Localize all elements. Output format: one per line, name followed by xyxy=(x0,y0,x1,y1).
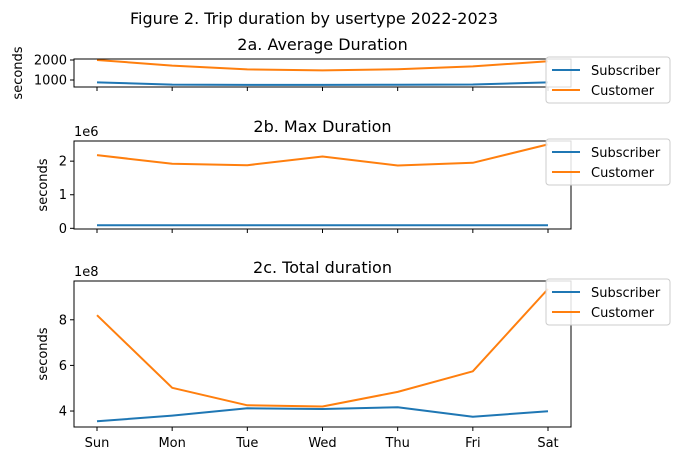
chart-3-xtick-label: Fri xyxy=(465,436,481,451)
chart-2-ytick-label: 0 xyxy=(59,222,67,237)
chart-3-line-customer xyxy=(96,288,549,408)
figure-title: Figure 2. Trip duration by usertype 2022… xyxy=(130,9,498,28)
chart-3-ytick-label: 6 xyxy=(59,359,67,374)
chart-3-ytick-label: 8 xyxy=(59,313,67,328)
chart-3-legend-label-customer: Customer xyxy=(591,306,655,321)
chart-3-line-subscriber xyxy=(96,406,549,423)
chart-3-legend xyxy=(545,278,671,326)
chart-3-offset-label: 1e8 xyxy=(74,265,99,280)
chart-3-axes-frame xyxy=(73,280,572,428)
chart-2-offset-label: 1e6 xyxy=(74,125,99,140)
chart-3-title: 2c. Total duration xyxy=(253,258,392,277)
chart-3-xtick-label: Wed xyxy=(308,436,336,451)
chart-3-xtick-label: Mon xyxy=(158,436,185,451)
chart-1-title: 2a. Average Duration xyxy=(237,35,407,54)
chart-3-xtick-label: Tue xyxy=(235,436,258,451)
chart-1-legend-label-customer: Customer xyxy=(591,84,655,99)
chart-1-legend-label-subscriber: Subscriber xyxy=(591,64,661,79)
chart-2-ytick-label: 2 xyxy=(59,155,67,170)
chart-1-line-subscriber xyxy=(96,81,549,86)
chart-3-xtick-label: Sat xyxy=(537,436,558,451)
chart-2-ylabel: seconds xyxy=(36,158,51,211)
chart-2-legend xyxy=(545,138,671,186)
chart-1-ylabel: seconds xyxy=(11,46,26,99)
chart-3-xtick-label: Sun xyxy=(85,436,110,451)
chart-2-legend-label-customer: Customer xyxy=(591,166,655,181)
chart-2-title: 2b. Max Duration xyxy=(253,117,391,136)
chart-1-line-customer xyxy=(96,59,549,72)
chart-2-ytick-label: 1 xyxy=(59,188,67,203)
chart-3-xtick-label: Thu xyxy=(384,436,409,451)
chart-3-legend-label-subscriber: Subscriber xyxy=(591,286,661,301)
chart-3-ytick-label: 4 xyxy=(59,405,67,420)
chart-1-ytick-label: 1000 xyxy=(34,74,67,89)
chart-2-legend-label-subscriber: Subscriber xyxy=(591,146,661,161)
chart-2-axes-frame xyxy=(73,140,572,230)
chart-1-ytick-label: 2000 xyxy=(34,54,67,69)
chart-2-line-customer xyxy=(96,143,549,167)
chart-1-legend xyxy=(545,56,671,104)
chart-3-ylabel: seconds xyxy=(36,327,51,380)
